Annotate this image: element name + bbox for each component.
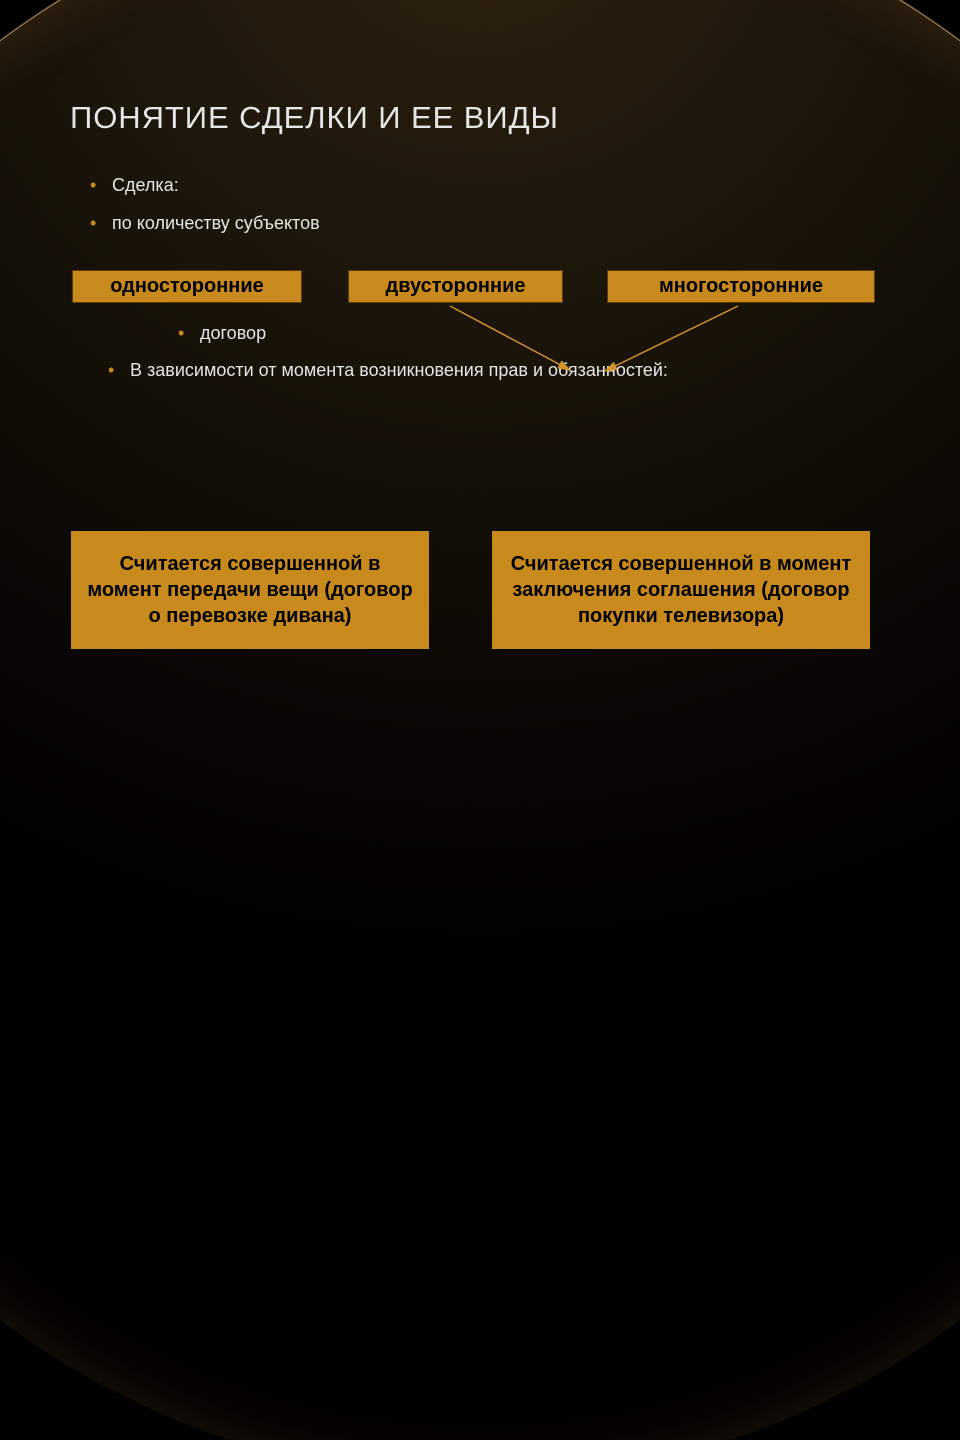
slide-root: ПОНЯТИЕ СДЕЛКИ И ЕЕ ВИДЫ Сделка: по коли… <box>0 0 960 720</box>
category-dvustoronnie: двусторонние <box>348 270 563 303</box>
category-odnostoronnie: односторонние <box>72 270 302 303</box>
category-mnogostoronnie: многосторонние <box>607 270 875 303</box>
box-moment-peredachi: Считается совершенной в момент передачи … <box>70 530 430 650</box>
box-moment-soglasheniya: Считается совершенной в момент заключени… <box>491 530 871 650</box>
bullet-by-subjects: по количеству субъектов <box>112 213 320 234</box>
bullet-dogovor: договор <box>200 323 266 344</box>
bullet-sdelka: Сделка: <box>112 175 179 196</box>
page-title: ПОНЯТИЕ СДЕЛКИ И ЕЕ ВИДЫ <box>70 100 559 136</box>
bullet-by-moment: В зависимости от момента возникновения п… <box>130 360 668 381</box>
